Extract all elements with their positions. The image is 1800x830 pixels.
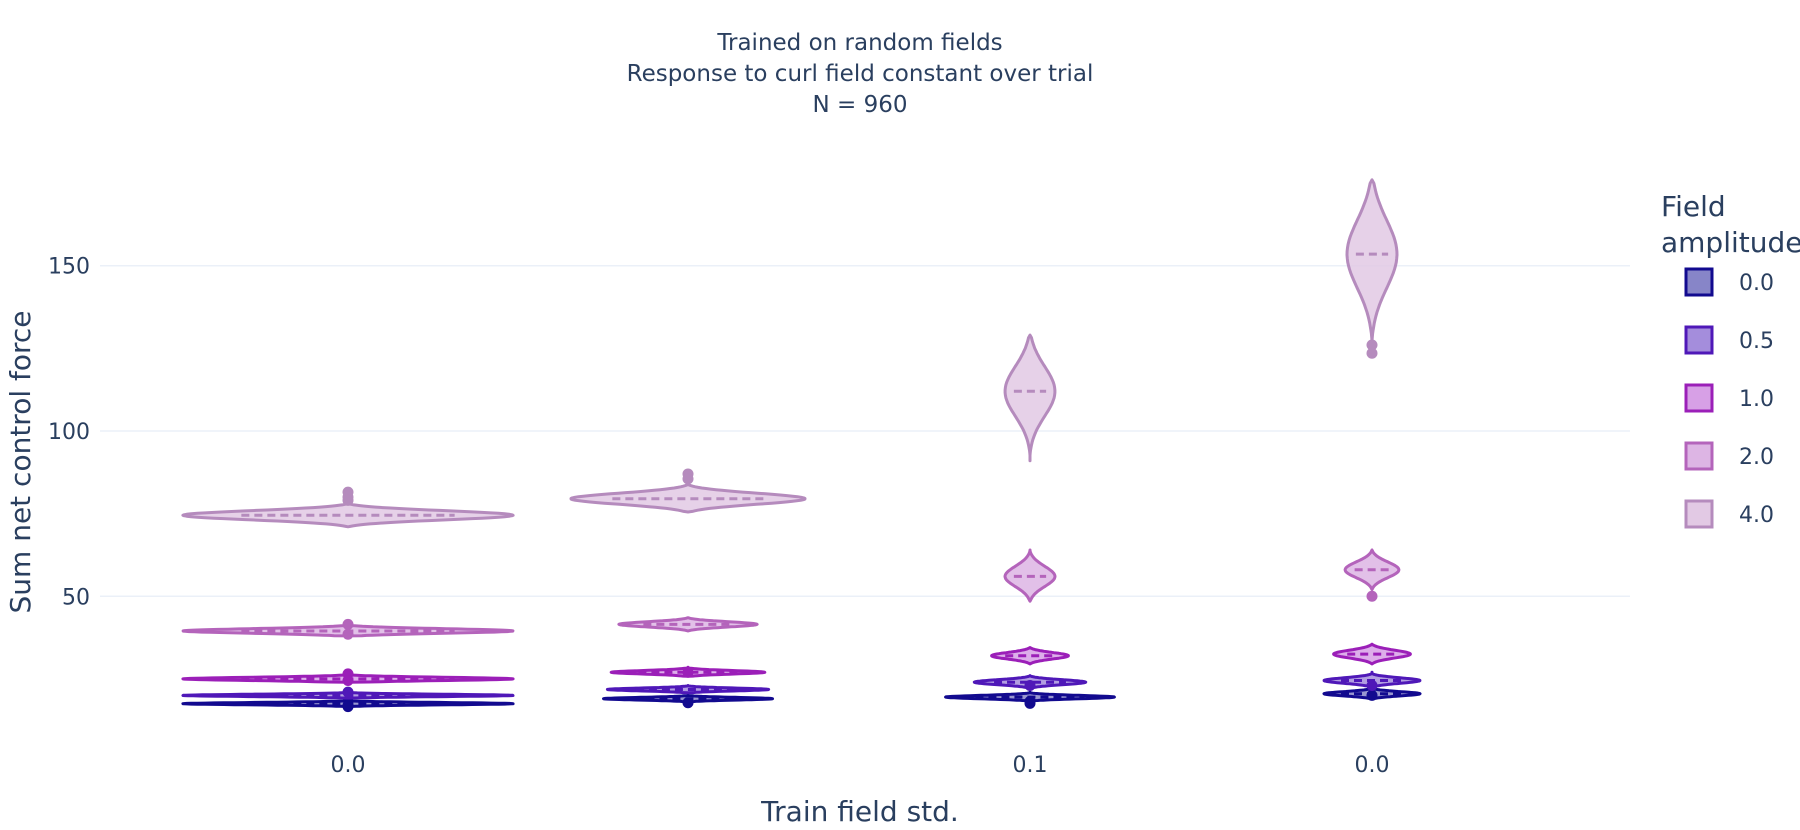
series-1.0 [181,642,1412,687]
y-axis-title: Sum net control force [4,310,37,613]
y-tick-label-50: 50 [62,585,90,610]
outlier-point-0.5-group-0-0 [342,686,354,698]
violin-4.0-group-2 [1003,333,1057,463]
x-tick-label-1: 0.1 [1013,753,1048,778]
violin-1.0-group-3 [1332,642,1412,666]
legend-swatch-2.0 [1684,441,1714,471]
legend-swatch-0.5 [1684,325,1714,355]
legend-swatch-1.0 [1684,383,1714,413]
legend-label-4.0: 4.0 [1739,503,1774,528]
outlier-point-0.0-group-0-1 [342,701,354,713]
violin-plot-area [181,178,1422,713]
y-tick-label-150: 150 [48,255,90,280]
legend: Field amplitude 0.0 0.5 1.0 2.0 4.0 [1661,190,1800,529]
x-axis-title: Train field std. [760,795,959,828]
y-axis-ticks: 50 100 150 [48,255,90,611]
legend-label-2.0: 2.0 [1739,445,1774,470]
legend-label-0.0: 0.0 [1739,271,1774,296]
outlier-point-1.0-group-1-0 [682,666,694,678]
y-tick-label-100: 100 [48,420,90,445]
title-line-3: N = 960 [813,92,908,118]
grid-lines [100,264,1630,597]
legend-label-1.0: 1.0 [1739,387,1774,412]
outlier-point-4.0-group-3-1 [1366,347,1378,359]
title-line-1: Trained on random fields [716,30,1002,56]
legend-label-0.5: 0.5 [1739,329,1774,354]
outlier-point-0.5-group-3-0 [1366,680,1378,691]
outlier-point-2.0-group-0-1 [342,628,354,640]
violin-4.0-group-1 [569,482,807,514]
series-0.5 [181,670,1422,700]
violin-4.0-group-3 [1345,178,1399,354]
outlier-point-1.0-group-0-1 [342,675,354,687]
x-tick-label-2: 0.0 [1355,753,1390,778]
violin-1.0-group-2 [990,646,1070,666]
outlier-point-2.0-group-3-0 [1366,590,1378,602]
series-2.0 [181,548,1401,640]
series-4.0 [181,178,1399,529]
outlier-point-0.0-group-1-0 [682,697,694,709]
series-0.0 [181,686,1422,713]
legend-title-line-1: Field [1661,190,1726,223]
x-axis-ticks: 0.0 0.1 0.0 [331,753,1390,778]
legend-swatch-0.0 [1684,267,1714,297]
outlier-point-2.0-group-0-0 [342,618,354,630]
outlier-point-4.0-group-0-2 [342,494,354,506]
title-line-2: Response to curl field constant over tri… [627,61,1094,87]
x-tick-label-0: 0.0 [331,753,366,778]
outlier-point-0.0-group-2-1 [1024,695,1036,707]
chart-title: Trained on random fields Response to cur… [627,30,1094,118]
outlier-point-4.0-group-1-1 [682,473,694,485]
outlier-point-4.0-group-3-0 [1366,339,1378,351]
legend-title-line-2: amplitude [1661,226,1800,259]
outlier-point-0.5-group-2-0 [1024,680,1036,691]
outlier-point-0.0-group-3-0 [1366,689,1378,701]
legend-swatch-4.0 [1684,499,1714,529]
